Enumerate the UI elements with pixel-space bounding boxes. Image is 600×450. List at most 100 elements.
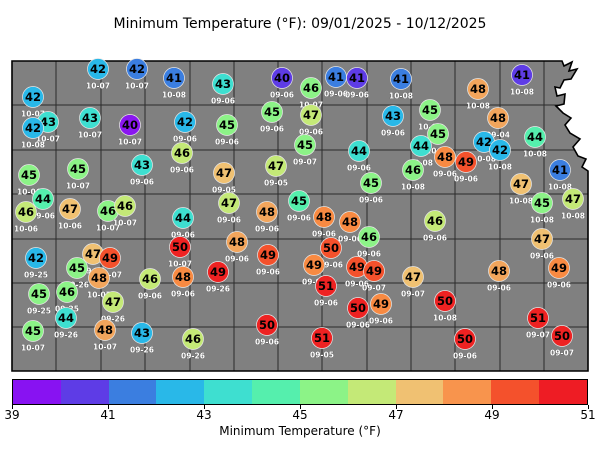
station-value: 43 — [82, 111, 98, 125]
station-date: 09-05 — [264, 179, 288, 188]
station-marker: 47 09-26 — [101, 291, 125, 324]
station-date: 09-06 — [260, 125, 284, 134]
station-value: 49 — [373, 297, 389, 311]
station-value: 48 — [259, 205, 275, 219]
station-marker: 50 10-08 — [433, 290, 457, 323]
station-dot — [315, 275, 337, 297]
station-value: 44 — [527, 130, 543, 144]
colorbar-tick-label: 43 — [196, 408, 212, 422]
colorbar-segment — [60, 380, 109, 404]
station-date: 09-06 — [312, 230, 336, 239]
station-marker: 46 10-06 — [14, 201, 38, 234]
station-date: 09-06 — [171, 231, 195, 240]
station-value: 47 — [565, 192, 581, 206]
station-value: 46 — [100, 204, 116, 218]
station-date: 09-04 — [486, 131, 510, 140]
kansas-map: 4210-074210-074110-084309-064009-064610-… — [11, 58, 589, 372]
station-dot — [28, 283, 50, 305]
station-dot — [59, 198, 81, 220]
station-date: 09-06 — [453, 352, 477, 361]
station-dot — [320, 237, 342, 259]
colorbar-tick-mark — [108, 405, 109, 409]
station-dot — [303, 254, 325, 276]
station-marker: 40 10-07 — [118, 114, 142, 147]
station-dot — [300, 104, 322, 126]
station-date: 09-06 — [217, 216, 241, 225]
station-marker: 45 10-08 — [530, 192, 554, 225]
station-marker: 51 09-07 — [526, 307, 550, 340]
station-marker: 47 09-06 — [217, 192, 241, 225]
station-date: 09-26 — [181, 352, 205, 361]
station-marker: 46 10-08 — [401, 159, 425, 192]
station-value: 48 — [470, 82, 486, 96]
station-marker: 45 09-06 — [359, 172, 383, 205]
station-marker: 46 09-06 — [170, 142, 194, 175]
station-dot — [79, 107, 101, 129]
station-value: 45 — [21, 168, 37, 182]
station-marker: 50 09-07 — [550, 325, 574, 358]
station-dot — [549, 159, 571, 181]
station-marker: 43 09-26 — [130, 322, 154, 355]
station-dot — [265, 155, 287, 177]
station-dot — [488, 260, 510, 282]
colorbar-tick-mark — [12, 405, 13, 409]
station-marker: 47 10-08 — [509, 173, 533, 206]
station-dot — [102, 291, 124, 313]
station-marker: 45 10-06 — [17, 164, 41, 197]
station-date: 09-06 — [171, 290, 195, 299]
station-date: 09-06 — [215, 138, 239, 147]
station-dot — [300, 77, 322, 99]
station-date: 10-08 — [389, 92, 413, 101]
station-dot — [67, 158, 89, 180]
station-value: 41 — [393, 72, 409, 86]
station-marker: 47 09-05 — [212, 162, 236, 195]
station-value: 47 — [513, 177, 529, 191]
station-date: 10-08 — [466, 102, 490, 111]
station-value: 47 — [221, 196, 237, 210]
station-date: 10-07 — [87, 291, 111, 300]
station-date: 10-08 — [510, 88, 534, 97]
station-dot — [131, 154, 153, 176]
station-marker: 45 09-06 — [215, 114, 239, 147]
station-value: 50 — [457, 332, 473, 346]
station-marker: 45 09-07 — [293, 134, 317, 167]
station-value: 43 — [215, 77, 231, 91]
station-dot — [370, 293, 392, 315]
station-value: 43 — [40, 115, 56, 129]
station-value: 45 — [422, 103, 438, 117]
station-date: 09-26 — [130, 346, 154, 355]
station-value: 42 — [476, 135, 492, 149]
station-date: 10-08 — [523, 150, 547, 159]
station-date: 10-08 — [433, 314, 457, 323]
station-value: 46 — [59, 285, 75, 299]
station-value: 46 — [142, 272, 158, 286]
station-date: 10-06 — [17, 188, 41, 197]
station-value: 46 — [405, 163, 421, 177]
station-value: 49 — [366, 264, 382, 278]
station-dot — [174, 111, 196, 133]
colorbar-segment — [395, 380, 444, 404]
station-value: 45 — [363, 176, 379, 190]
station-dot — [66, 257, 88, 279]
station-dot — [548, 257, 570, 279]
station-date: 09-26 — [54, 331, 78, 340]
station-dot — [487, 107, 509, 129]
station-date: 09-07 — [362, 284, 386, 293]
colorbar-tick-label: 49 — [484, 408, 500, 422]
station-dot — [454, 328, 476, 350]
station-dot — [226, 231, 248, 253]
colorbar-tick-label: 47 — [388, 408, 404, 422]
station-value: 46 — [117, 199, 133, 213]
station-dot — [139, 268, 161, 290]
station-value: 47 — [534, 232, 550, 246]
station-dot — [358, 226, 380, 248]
station-date: 10-07 — [78, 131, 102, 140]
station-date: 10-07 — [118, 138, 142, 147]
station-marker: 41 09-06 — [345, 67, 369, 100]
station-marker: 49 09-06 — [547, 257, 571, 290]
station-value: 47 — [85, 247, 101, 261]
station-marker: 42 10-08 — [488, 139, 512, 172]
station-date: 10-07 — [21, 344, 45, 353]
station-value: 46 — [174, 146, 190, 160]
station-marker: 43 09-06 — [211, 73, 235, 106]
